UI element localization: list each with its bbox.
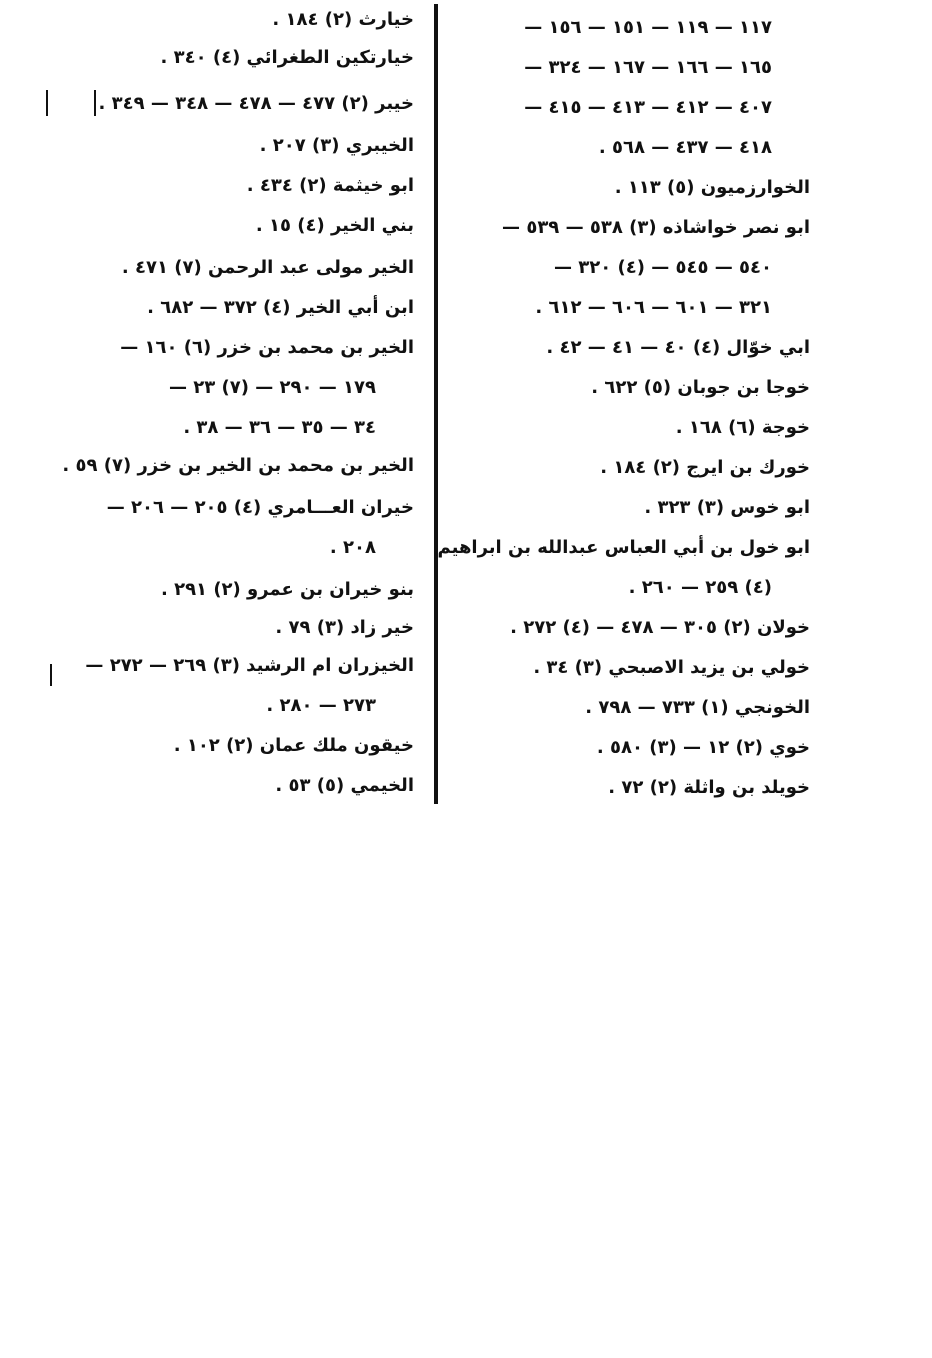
index-entry: ابو خوس (٣) ٣٢٣ . bbox=[644, 497, 810, 518]
index-entry-continuation: (٤) ٢٥٩ — ٢٦٠ . bbox=[628, 577, 772, 598]
index-entry: خيقون ملك عمان (٢) ١٠٢ . bbox=[173, 735, 414, 756]
index-entry: الخيمي (٥) ٥٣ . bbox=[275, 775, 414, 796]
index-entry-continuation: ٤١٨ — ٤٣٧ — ٥٦٨ . bbox=[598, 137, 772, 158]
index-entry: ابو خول بن أبي العباس عبدالله بن ابراهيم bbox=[437, 537, 810, 558]
index-entry: خوجا بن جوبان (٥) ٦٢٢ . bbox=[591, 377, 810, 398]
index-entry-continuation: ٢٠٨ . bbox=[329, 537, 376, 558]
index-entry: الخير بن محمد بن الخير بن خزر (٧) ٥٩ . bbox=[62, 455, 414, 476]
index-entry: ابي خوّال (٤) ٤٠ — ٤١ — ٤٢ . bbox=[546, 337, 810, 358]
index-entry: الخيزران ام الرشيد (٣) ٢٦٩ — ٢٧٢ — bbox=[85, 655, 414, 676]
index-entry: خولان (٢) ٣٠٥ — ٤٧٨ — (٤) ٢٧٢ . bbox=[510, 617, 810, 638]
index-entry: الخوارزميون (٥) ١١٣ . bbox=[614, 177, 810, 198]
index-entry: خيارث (٢) ١٨٤ . bbox=[272, 9, 414, 30]
index-entry: خولي بن يزيد الاصبحي (٣) ٣٤ . bbox=[533, 657, 810, 678]
margin-mark bbox=[50, 664, 52, 686]
column-divider bbox=[434, 4, 438, 804]
index-entry: الخونجي (١) ٧٣٣ — ٧٩٨ . bbox=[585, 697, 810, 718]
index-entry-continuation: ٣٤ — ٣٥ — ٣٦ — ٣٨ . bbox=[183, 417, 376, 438]
index-entry: ابن أبي الخير (٤) ٣٧٢ — ٦٨٢ . bbox=[147, 297, 414, 318]
index-entry: خوجة (٦) ١٦٨ . bbox=[675, 417, 810, 438]
index-entry: خيران العـــامري (٤) ٢٠٥ — ٢٠٦ — bbox=[106, 497, 414, 518]
index-entry-continuation: ١٧٩ — ٢٩٠ — (٧) ٢٣ — bbox=[168, 377, 376, 398]
margin-mark bbox=[94, 90, 96, 116]
index-entry: الخير بن محمد بن خزر (٦) ١٦٠ — bbox=[120, 337, 414, 358]
index-entry: خيبر (٢) ٤٧٧ — ٤٧٨ — ٣٤٨ — ٣٤٩ . bbox=[98, 93, 414, 114]
index-entry-continuation: ٢٧٣ — ٢٨٠ . bbox=[266, 695, 376, 716]
index-entry: الخير مولى عبد الرحمن (٧) ٤٧١ . bbox=[121, 257, 414, 278]
index-entry-continuation: ٥٤٠ — ٥٤٥ — (٤) ٣٢٠ — bbox=[554, 257, 772, 278]
index-entry-continuation: ١١٧ — ١١٩ — ١٥١ — ١٥٦ — bbox=[524, 17, 772, 38]
index-entry: ابو خيثمة (٢) ٤٣٤ . bbox=[246, 175, 414, 196]
index-entry: خير زاد (٣) ٧٩ . bbox=[275, 617, 414, 638]
index-entry: خورك بن ايرج (٢) ١٨٤ . bbox=[600, 457, 810, 478]
index-entry-continuation: ٣٢١ — ٦٠١ — ٦٠٦ — ٦١٢ . bbox=[535, 297, 772, 318]
index-entry: خوي (٢) ١٢ — (٣) ٥٨٠ . bbox=[596, 737, 810, 758]
index-entry: خيارتكين الطغرائي (٤) ٣٤٠ . bbox=[160, 47, 414, 68]
index-entry-continuation: ٤٠٧ — ٤١٢ — ٤١٣ — ٤١٥ — bbox=[524, 97, 772, 118]
index-entry: بني الخير (٤) ١٥ . bbox=[255, 215, 414, 236]
margin-mark bbox=[46, 90, 48, 116]
index-entry: الخيبري (٣) ٢٠٧ . bbox=[259, 135, 414, 156]
index-entry: بنو خيران بن عمرو (٢) ٢٩١ . bbox=[160, 579, 414, 600]
index-entry: خويلد بن واثلة (٢) ٧٢ . bbox=[608, 777, 810, 798]
index-entry: ابو نصر خواشاذه (٣) ٥٣٨ — ٥٣٩ — bbox=[502, 217, 810, 238]
index-entry-continuation: ١٦٥ — ١٦٦ — ١٦٧ — ٣٢٤ — bbox=[524, 57, 772, 78]
